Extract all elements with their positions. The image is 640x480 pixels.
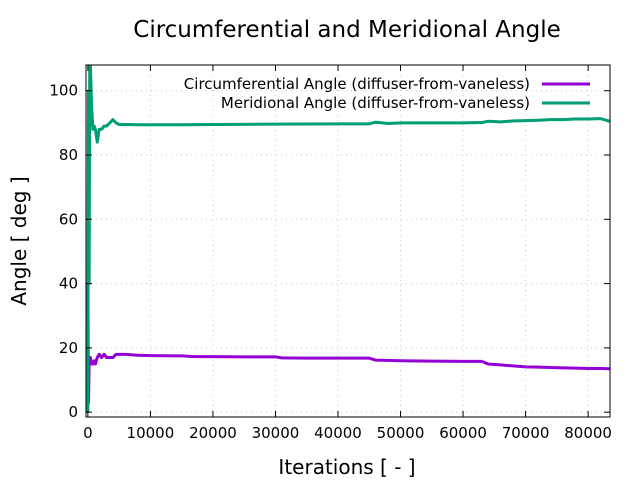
chart-title: Circumferential and Meridional Angle <box>133 17 560 43</box>
y-tick-label: 0 <box>68 403 78 421</box>
y-axis-label: Angle [ deg ] <box>7 176 31 305</box>
x-tick-label: 80000 <box>564 424 612 442</box>
y-tick-label: 40 <box>59 275 78 293</box>
x-tick-label: 20000 <box>189 424 237 442</box>
x-tick-label: 10000 <box>127 424 175 442</box>
x-tick-label: 0 <box>83 424 93 442</box>
x-tick-label: 50000 <box>377 424 425 442</box>
y-tick-label: 100 <box>49 82 78 100</box>
x-tick-label: 70000 <box>502 424 550 442</box>
legend-label-1: Circumferential Angle (diffuser-from-van… <box>184 75 530 93</box>
x-tick-label: 40000 <box>314 424 362 442</box>
ticks: 0 10000 20000 30000 40000 50000 60000 70000 8000… <box>49 65 612 442</box>
legend: Circumferential Angle (diffuser-from-van… <box>184 75 590 112</box>
legend-label-2: Meridional Angle (diffuser-from-vaneless… <box>221 94 530 112</box>
plot-frame <box>85 64 611 418</box>
series-layer <box>86 65 610 413</box>
x-tick-label: 60000 <box>439 424 487 442</box>
x-tick-label: 30000 <box>252 424 300 442</box>
grid <box>86 65 610 417</box>
y-tick-label: 80 <box>59 146 78 164</box>
series-line-1 <box>86 283 610 405</box>
y-tick-label: 20 <box>59 339 78 357</box>
x-axis-label: Iterations [ - ] <box>278 455 415 479</box>
y-tick-label: 60 <box>59 210 78 228</box>
series-line-2 <box>86 65 610 413</box>
